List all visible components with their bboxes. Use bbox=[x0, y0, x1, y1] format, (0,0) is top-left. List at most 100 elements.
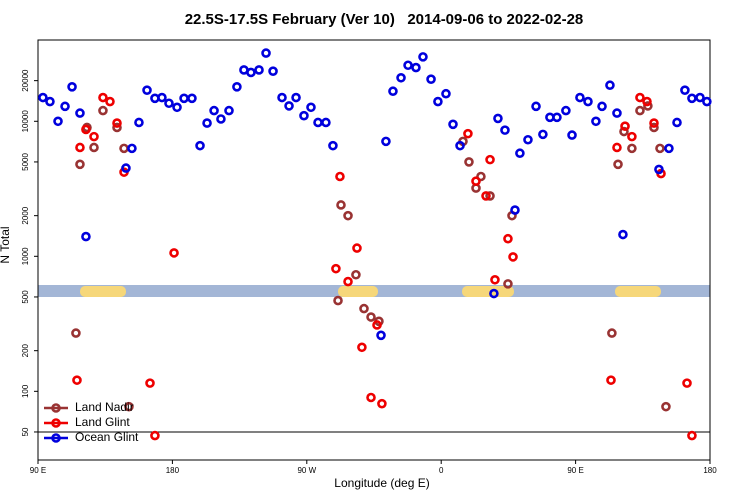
point bbox=[455, 140, 465, 151]
point bbox=[299, 110, 309, 121]
point bbox=[649, 122, 659, 133]
y-tick-label: 2000 bbox=[21, 206, 30, 224]
point bbox=[71, 328, 81, 338]
y-tick-label: 20000 bbox=[21, 69, 30, 92]
point bbox=[331, 263, 341, 274]
point bbox=[485, 191, 495, 201]
point bbox=[75, 142, 85, 153]
point bbox=[306, 102, 316, 113]
series bbox=[71, 101, 671, 412]
point bbox=[38, 92, 48, 103]
point bbox=[254, 65, 264, 75]
legend-label: Ocean Glint bbox=[75, 430, 139, 444]
point bbox=[672, 117, 682, 128]
point bbox=[277, 92, 287, 103]
legend-label: Land Glint bbox=[75, 415, 130, 429]
point bbox=[695, 92, 705, 103]
point bbox=[89, 131, 99, 142]
point bbox=[377, 398, 387, 409]
point bbox=[268, 66, 278, 76]
point bbox=[448, 119, 458, 130]
point bbox=[150, 430, 160, 441]
x-tick-label: 0 bbox=[439, 466, 444, 475]
point bbox=[119, 143, 129, 154]
point bbox=[351, 269, 361, 280]
point bbox=[357, 342, 367, 353]
point bbox=[179, 93, 189, 104]
point bbox=[649, 118, 659, 128]
chart-title: 22.5S-17.5S February (Ver 10) 2014-09-06… bbox=[185, 11, 584, 28]
point bbox=[127, 143, 137, 154]
point bbox=[627, 143, 637, 154]
series bbox=[38, 48, 712, 341]
point bbox=[81, 124, 91, 135]
point bbox=[702, 96, 712, 107]
point bbox=[561, 105, 571, 116]
point bbox=[376, 330, 386, 341]
point bbox=[635, 105, 645, 116]
point bbox=[142, 85, 152, 95]
legend-marker bbox=[51, 433, 61, 443]
point bbox=[89, 142, 99, 153]
x-tick-label: 90 E bbox=[567, 466, 583, 475]
land-blob bbox=[615, 286, 661, 297]
point bbox=[98, 105, 108, 116]
point bbox=[654, 164, 664, 175]
land-blob bbox=[462, 286, 514, 297]
point bbox=[352, 243, 362, 253]
point bbox=[531, 101, 541, 112]
point bbox=[481, 191, 491, 201]
point bbox=[464, 157, 474, 167]
point bbox=[134, 117, 144, 128]
point bbox=[500, 125, 510, 135]
point bbox=[145, 378, 155, 388]
point bbox=[224, 105, 234, 116]
point bbox=[112, 122, 122, 133]
point bbox=[45, 96, 55, 107]
point bbox=[567, 130, 577, 140]
point bbox=[493, 113, 503, 124]
point bbox=[284, 101, 294, 111]
point bbox=[680, 85, 690, 95]
point bbox=[620, 121, 630, 131]
point bbox=[642, 96, 652, 107]
y-tick-label: 50 bbox=[21, 427, 30, 436]
point bbox=[612, 142, 622, 153]
y-tick-label: 200 bbox=[21, 343, 30, 357]
y-tick-label: 5000 bbox=[21, 152, 30, 170]
point bbox=[411, 62, 421, 73]
point bbox=[597, 101, 607, 112]
point bbox=[619, 126, 629, 137]
point bbox=[575, 92, 585, 103]
point bbox=[328, 140, 338, 151]
point bbox=[209, 105, 219, 116]
point bbox=[60, 101, 70, 112]
point bbox=[605, 80, 615, 91]
point bbox=[157, 92, 167, 103]
point bbox=[510, 205, 520, 215]
point bbox=[335, 171, 345, 182]
point bbox=[515, 148, 525, 159]
point bbox=[418, 52, 428, 62]
point bbox=[403, 60, 413, 71]
y-axis-label: N Total bbox=[0, 226, 12, 263]
x-tick-label: 90 W bbox=[297, 466, 316, 475]
point bbox=[503, 233, 513, 244]
point bbox=[366, 312, 376, 322]
legend-label: Land Nadir bbox=[75, 400, 134, 414]
point bbox=[606, 375, 616, 385]
point bbox=[232, 82, 242, 92]
point bbox=[195, 140, 205, 151]
point bbox=[381, 136, 391, 147]
point bbox=[591, 116, 601, 127]
point bbox=[172, 102, 182, 113]
point bbox=[202, 118, 212, 128]
point bbox=[618, 229, 628, 240]
point bbox=[627, 131, 637, 142]
y-tick-label: 500 bbox=[21, 290, 30, 304]
point bbox=[112, 118, 122, 128]
point bbox=[366, 392, 376, 403]
point bbox=[613, 159, 623, 170]
